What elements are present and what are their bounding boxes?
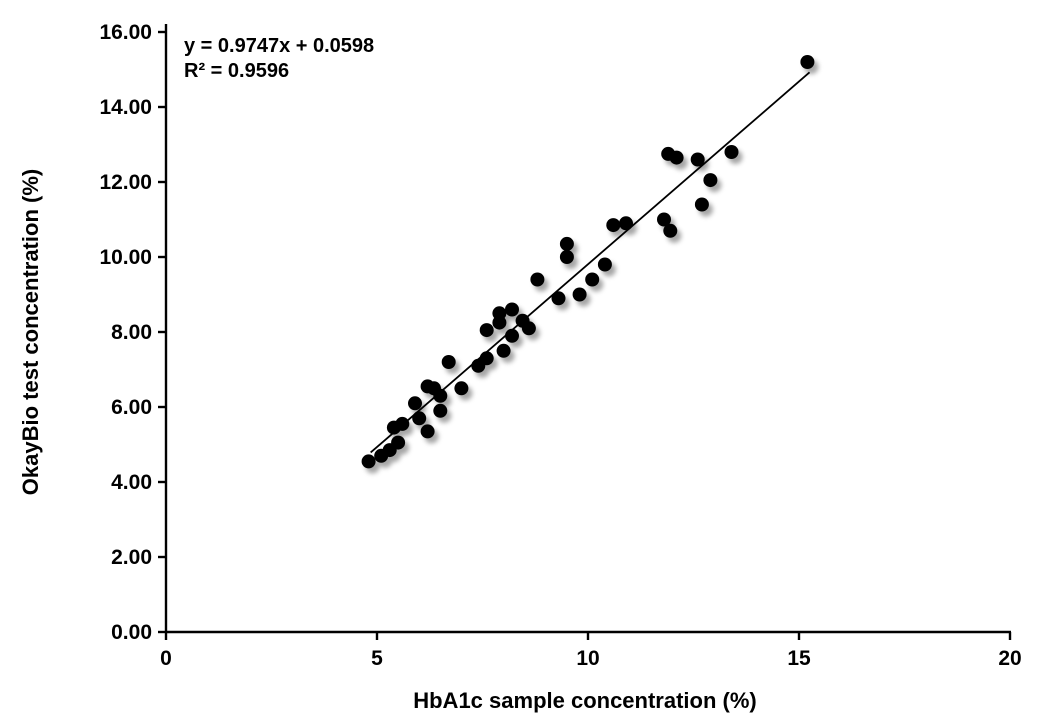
data-point xyxy=(420,424,435,439)
y-tick-label: 0.00 xyxy=(111,621,152,644)
data-point xyxy=(408,396,422,411)
data-point xyxy=(597,257,612,272)
equation-label: y = 0.9747x + 0.0598 xyxy=(184,35,374,57)
data-point xyxy=(724,145,739,159)
data-point xyxy=(361,454,376,469)
data-point xyxy=(694,197,709,212)
data-point xyxy=(505,302,519,317)
data-point xyxy=(479,351,494,366)
y-tick-label: 10.00 xyxy=(99,246,152,269)
y-tick-label: 6.00 xyxy=(111,396,152,419)
y-tick-label: 14.00 xyxy=(99,96,152,119)
data-point xyxy=(521,321,536,336)
x-axis-title: HbA1c sample concentration (%) xyxy=(413,688,757,713)
data-point xyxy=(412,411,427,426)
data-point xyxy=(530,272,545,287)
data-point xyxy=(479,323,494,338)
y-axis-title: OkayBio test concentration (%) xyxy=(18,169,43,495)
data-points-group xyxy=(361,55,815,469)
data-point xyxy=(492,306,507,321)
data-point xyxy=(663,223,678,238)
data-point xyxy=(606,218,621,233)
data-point xyxy=(454,381,469,396)
data-point xyxy=(669,150,684,165)
plot-area xyxy=(370,71,811,454)
r-squared-label: R² = 0.9596 xyxy=(184,60,289,82)
data-point xyxy=(690,152,705,167)
y-tick-label: 16.00 xyxy=(99,21,152,44)
data-point xyxy=(559,236,574,251)
data-point xyxy=(496,343,511,358)
axes: 0.00 2.00 4.00 6.00 8.00 10.00 12.00 14.00 16.00… xyxy=(99,21,1021,670)
x-tick-label: 20 xyxy=(998,647,1021,670)
y-tick-label: 2.00 xyxy=(111,546,152,569)
x-tick-label: 10 xyxy=(576,647,599,670)
y-tick-label: 12.00 xyxy=(99,171,152,194)
data-point xyxy=(391,435,406,450)
data-point xyxy=(559,250,574,264)
x-tick-label: 5 xyxy=(371,647,383,670)
data-point xyxy=(551,291,566,306)
data-point xyxy=(395,416,410,431)
data-point xyxy=(505,328,519,343)
data-point xyxy=(441,355,456,369)
trend-line xyxy=(370,71,811,454)
y-tick-label: 8.00 xyxy=(111,321,152,344)
data-point xyxy=(433,403,448,418)
data-point xyxy=(619,216,633,231)
x-tick-label: 15 xyxy=(787,647,811,670)
x-tick-label: 0 xyxy=(160,647,172,670)
data-point xyxy=(433,388,448,403)
data-point xyxy=(572,287,587,302)
data-point xyxy=(703,173,718,188)
data-point xyxy=(800,55,815,69)
y-tick-label: 4.00 xyxy=(111,471,152,494)
data-point xyxy=(585,272,600,287)
data-point xyxy=(657,212,671,227)
